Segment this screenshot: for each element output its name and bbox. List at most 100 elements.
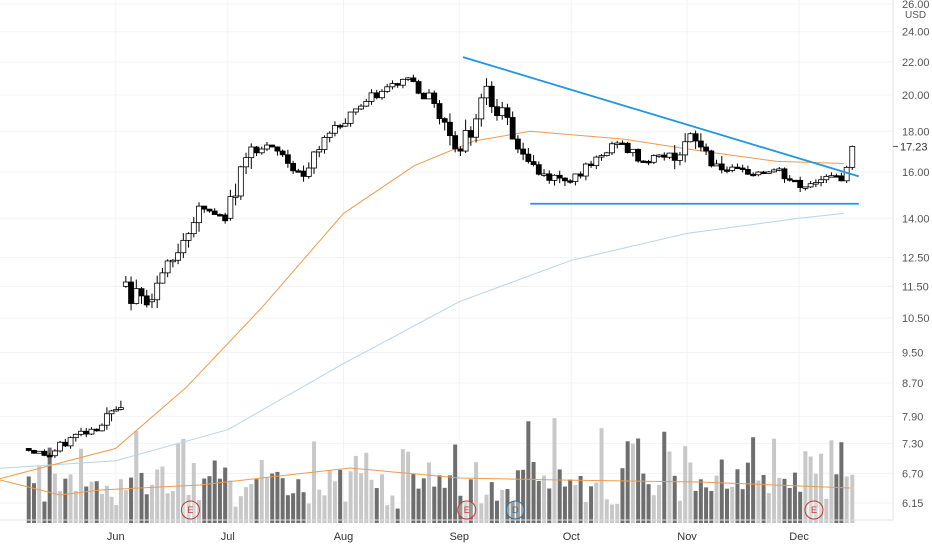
- volume-bar: [291, 493, 296, 523]
- candle-body: [57, 441, 64, 452]
- candle-body: [389, 83, 396, 88]
- candle-body: [232, 195, 239, 198]
- volume-bar: [740, 489, 745, 523]
- volume-bar: [641, 473, 646, 523]
- last-price-marker: 17.23: [893, 141, 928, 153]
- volume-bar: [683, 446, 688, 523]
- volume-bar: [139, 472, 144, 523]
- volume-bar: [521, 469, 526, 523]
- volume-bar: [42, 501, 47, 523]
- grid: [0, 0, 893, 520]
- candle-body: [786, 178, 793, 181]
- candle-body: [394, 83, 401, 86]
- candle-body: [180, 239, 187, 254]
- volume-bar: [557, 469, 562, 523]
- x-tick-label: Jun: [107, 531, 125, 543]
- candle-body: [243, 157, 249, 168]
- volume-bar: [526, 421, 531, 523]
- volume-bar: [73, 490, 78, 523]
- candle-body: [541, 173, 547, 176]
- volume-bar: [829, 440, 834, 523]
- candle-body: [222, 214, 229, 222]
- event-marker: [457, 500, 477, 520]
- candle-body: [703, 146, 709, 152]
- candle-body: [405, 77, 412, 80]
- volume-bar: [104, 485, 109, 523]
- candle-body: [708, 150, 715, 167]
- volume-bar: [353, 455, 358, 523]
- event-marker: [804, 500, 824, 520]
- volume-bar: [264, 477, 269, 523]
- volume-bar: [317, 489, 322, 523]
- volume-bar: [118, 479, 123, 523]
- candle-body: [483, 85, 490, 99]
- volume-bar: [254, 479, 259, 523]
- volume-bar: [332, 481, 337, 523]
- candle-body: [399, 78, 406, 86]
- volume-bar: [275, 471, 280, 523]
- volume-bar: [693, 490, 698, 523]
- candle-body: [462, 130, 469, 152]
- event-marker-label: E: [187, 505, 193, 515]
- candle-body: [546, 173, 553, 181]
- candle-body: [499, 107, 506, 117]
- candle-body: [797, 179, 804, 188]
- volume-bar: [31, 483, 36, 523]
- candle-body: [211, 210, 218, 215]
- candle-body: [358, 105, 364, 110]
- candle-body: [588, 163, 594, 167]
- candle-body: [818, 179, 824, 184]
- candlesticks: [25, 74, 856, 458]
- volume-bar: [772, 438, 777, 523]
- candle-body: [671, 152, 678, 161]
- volume-bar: [662, 431, 667, 523]
- candle-body: [253, 146, 260, 154]
- volume-bar: [432, 486, 437, 523]
- volume-bar: [217, 478, 222, 523]
- volume-bar: [573, 485, 578, 523]
- candle-body: [332, 125, 338, 134]
- volume-bar: [620, 468, 625, 523]
- candle-body: [31, 450, 37, 454]
- ma200-line: [0, 212, 844, 469]
- volume-bar: [657, 484, 662, 523]
- volume-bar: [228, 480, 233, 523]
- time-axis[interactable]: Jun Jul Aug Sep Oct Nov Dec: [0, 519, 893, 543]
- candle-body: [431, 92, 438, 104]
- volume-bar: [338, 469, 343, 523]
- ma50-line: [0, 130, 844, 480]
- volume-bar: [850, 474, 855, 523]
- candle-body: [755, 171, 762, 176]
- candle-body: [269, 144, 276, 148]
- candle-body: [504, 107, 511, 118]
- volume-bar: [238, 496, 243, 523]
- price-axis[interactable]: USD 26.00 24.00 22.00 20.00 18.00 16.00 14.00 1…: [892, 0, 930, 520]
- volume-bar: [730, 486, 735, 523]
- volume-bar: [58, 491, 63, 523]
- volume-bar: [176, 443, 181, 523]
- candle-body: [316, 149, 323, 153]
- volume-bar: [437, 475, 442, 523]
- volume-bar: [777, 477, 782, 523]
- y-tick-label: 7.30: [902, 439, 923, 451]
- candle-body: [556, 174, 563, 179]
- volume-bar: [129, 477, 134, 523]
- volume-bar: [37, 466, 42, 523]
- volume-bar: [474, 462, 479, 523]
- volume-bar: [803, 451, 808, 523]
- volume-bar: [343, 501, 348, 523]
- candle-body: [159, 272, 166, 284]
- candle-body: [149, 299, 155, 303]
- candle-body: [196, 205, 202, 224]
- candle-body: [792, 179, 798, 183]
- volume-bar: [52, 473, 57, 523]
- volume-bar: [89, 481, 94, 523]
- volume-bar: [651, 495, 656, 523]
- volume-bar: [808, 456, 813, 523]
- y-tick-label: 10.50: [902, 313, 930, 325]
- volume-bar: [536, 480, 541, 523]
- volume-bar: [625, 441, 630, 523]
- volume-bar: [766, 493, 771, 523]
- candle-body: [379, 90, 385, 99]
